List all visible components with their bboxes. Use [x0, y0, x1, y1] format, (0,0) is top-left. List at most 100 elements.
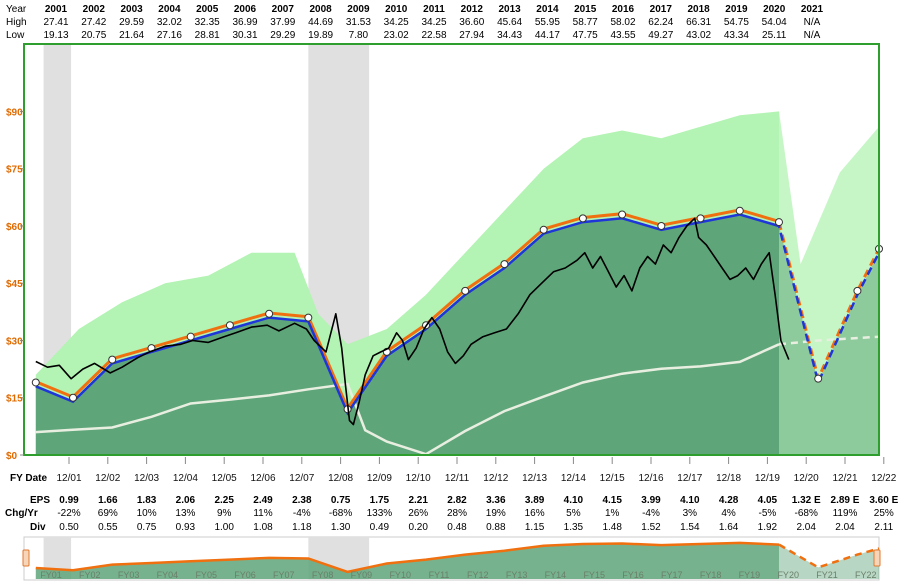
eps-point-marker — [774, 218, 783, 227]
navigator-left-handle[interactable] — [22, 549, 30, 567]
y-tick-label: $45 — [6, 279, 23, 290]
eps-cell: 3.36 — [486, 495, 506, 506]
high-low-header: Year High Low 2001 27.41 19.13 2002 27.42 20.75 2… — [6, 4, 824, 41]
fy-date-cell: 12/04 — [173, 473, 198, 484]
div-cell: 1.18 — [292, 522, 312, 533]
eps-point-marker — [265, 309, 274, 318]
navigator-fy-label: FY05 — [195, 570, 217, 580]
low-cell: 43.55 — [610, 30, 635, 41]
chg-yr-cell: 26% — [408, 508, 428, 519]
fy-date-cell: 12/01 — [56, 473, 81, 484]
fy-date-cell: 12/06 — [250, 473, 275, 484]
div-cell: 2.11 — [874, 522, 893, 533]
price-line — [35, 217, 790, 426]
div-cell: 1.52 — [641, 522, 661, 533]
low-cell: 43.34 — [724, 30, 749, 41]
year-cell: 2016 — [612, 4, 635, 15]
year-cell: 2017 — [650, 4, 673, 15]
low-cell: 25.11 — [762, 30, 787, 41]
low-row-label: Low — [6, 30, 25, 41]
year-cell: 2013 — [498, 4, 521, 15]
eps-point-marker — [735, 206, 744, 215]
navigator-fy-label: FY19 — [739, 570, 761, 580]
y-tick-label: $75 — [6, 165, 23, 176]
timeline-navigator[interactable]: FY01 FY02 FY03 FY04 FY05 FY06 FY07 FY08 FY09 FY10… — [22, 536, 881, 581]
eps-point-marker — [853, 286, 862, 295]
fy-date-cell: 12/19 — [755, 473, 780, 484]
fy-date-label: FY Date — [10, 473, 47, 484]
chg-yr-cell: -5% — [759, 508, 777, 519]
low-cell: 30.31 — [232, 30, 257, 41]
high-cell: 36.99 — [232, 17, 257, 28]
fy-date-cell: 12/14 — [561, 473, 586, 484]
eps-cell: 1.32 E — [792, 495, 821, 506]
eps-point-marker — [69, 393, 78, 402]
chg-yr-cell: 133% — [367, 508, 393, 519]
high-cell: 32.35 — [195, 17, 220, 28]
navigator-fy-label: FY13 — [506, 570, 528, 580]
div-cell: 0.20 — [408, 522, 428, 533]
fy-date-cell: 12/08 — [328, 473, 353, 484]
year-cell: 2005 — [196, 4, 219, 15]
eps-cell: 3.60 E — [869, 495, 898, 506]
fy-date-cell: 12/13 — [522, 473, 547, 484]
chg-yr-cell: 19% — [486, 508, 506, 519]
navigator-fy-label: FY16 — [622, 570, 644, 580]
eps-cell: 2.21 — [408, 495, 428, 506]
low-cell: 19.89 — [308, 30, 333, 41]
navigator-fy-label: FY01 — [40, 570, 62, 580]
high-cell: 58.77 — [573, 17, 598, 28]
y-tick-label: $60 — [6, 222, 23, 233]
eps-cell: 2.49 — [253, 495, 273, 506]
high-cell: N/A — [804, 17, 821, 28]
plot-area — [23, 43, 883, 456]
low-cell: 43.02 — [686, 30, 711, 41]
chg-yr-cell: 5% — [566, 508, 581, 519]
chg-yr-cell: 1% — [605, 508, 620, 519]
high-cell: 36.60 — [459, 17, 484, 28]
eps-point-marker — [618, 210, 627, 219]
navigator-fy-label: FY06 — [234, 570, 256, 580]
div-label: Div — [30, 522, 46, 533]
low-cell: 27.94 — [459, 30, 484, 41]
low-cell: 29.29 — [270, 30, 295, 41]
div-cell: 1.48 — [602, 522, 622, 533]
navigator-fy-label: FY17 — [661, 570, 683, 580]
navigator-right-handle[interactable] — [873, 549, 881, 567]
high-cell: 29.59 — [119, 17, 144, 28]
fy-date-cell: 12/09 — [367, 473, 392, 484]
y-tick-label: $0 — [6, 451, 18, 462]
eps-point-marker — [657, 221, 666, 230]
high-cell: 34.25 — [421, 17, 446, 28]
eps-cell: 4.05 — [758, 495, 778, 506]
plot-frame — [23, 43, 880, 456]
navigator-fy-label: FY03 — [118, 570, 140, 580]
year-cell: 2018 — [687, 4, 710, 15]
navigator-value-area-forecast — [778, 544, 879, 579]
year-cell: 2015 — [574, 4, 597, 15]
div-cell: 0.75 — [137, 522, 157, 533]
year-cell: 2019 — [725, 4, 748, 15]
chg-yr-label: Chg/Yr — [5, 508, 38, 519]
low-cell: 20.75 — [81, 30, 106, 41]
navigator-fy-label: FY14 — [545, 570, 567, 580]
year-row-label: Year — [6, 4, 27, 15]
high-cell: 66.31 — [686, 17, 711, 28]
low-cell: 47.75 — [573, 30, 598, 41]
high-cell: 32.02 — [157, 17, 182, 28]
div-cell: 1.92 — [758, 522, 778, 533]
high-cell: 58.02 — [610, 17, 635, 28]
year-cell: 2004 — [158, 4, 181, 15]
high-cell: 27.41 — [43, 17, 68, 28]
low-cell: N/A — [804, 30, 821, 41]
year-cell: 2009 — [347, 4, 370, 15]
y-tick-label: $30 — [6, 336, 23, 347]
chg-yr-cell: -22% — [57, 508, 80, 519]
div-cell: 0.88 — [486, 522, 506, 533]
div-cell: 0.93 — [176, 522, 196, 533]
div-cell: 1.30 — [331, 522, 351, 533]
navigator-fy-label: FY18 — [700, 570, 722, 580]
chg-yr-cell: 16% — [525, 508, 545, 519]
div-cell: 1.00 — [214, 522, 234, 533]
div-cell: 1.54 — [680, 522, 700, 533]
